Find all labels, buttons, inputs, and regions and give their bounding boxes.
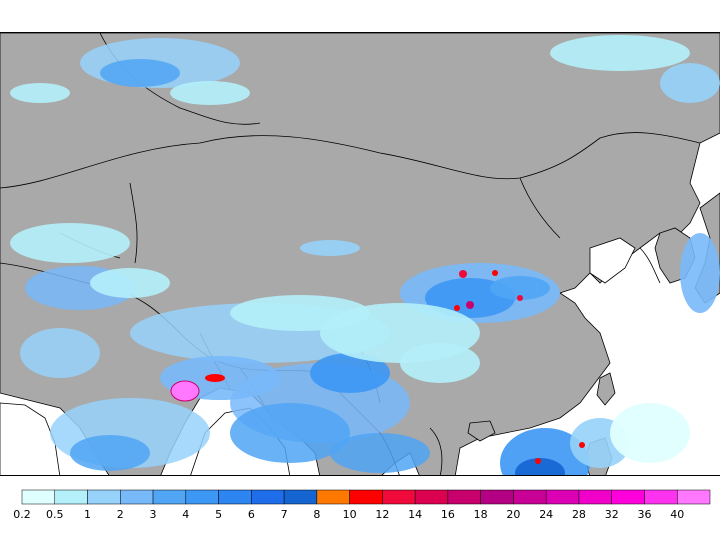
map-canvas (0, 33, 720, 475)
precipitation-map (0, 32, 720, 476)
legend-box-2 (87, 489, 121, 505)
legend-label-1: 0.5 (46, 508, 64, 521)
water-yellow-sea (589, 237, 636, 284)
legend-box-19 (644, 489, 678, 505)
legend-label-18: 32 (605, 508, 619, 521)
legend-label-8: 7 (281, 508, 288, 521)
landmass-hainan (467, 420, 496, 442)
legend-box-18 (611, 489, 645, 505)
legend-box-12 (414, 489, 449, 505)
legend-box-20 (676, 489, 711, 505)
legend-box-15 (513, 489, 547, 505)
legend-color-boxes (21, 489, 711, 505)
legend-label-9: 8 (313, 508, 320, 521)
legend-label-7: 6 (248, 508, 255, 521)
legend-tick-labels: 0.2 0.5 1 2 3 4 5 6 7 8 10 12 14 16 18 20 24 28 32 36 40 (13, 508, 684, 521)
legend-canvas: 0.2 0.5 1 2 3 4 5 6 7 8 10 12 14 16 18 20 24 28 32 36 40 (13, 489, 711, 521)
color-legend: 0.2 0.5 1 2 3 4 5 6 7 8 10 12 14 16 18 20 24 28 32 36 40 (0, 476, 720, 540)
legend-box-8 (283, 489, 318, 505)
legend-label-15: 20 (506, 508, 520, 521)
legend-label-16: 24 (539, 508, 553, 521)
legend-box-16 (545, 489, 580, 505)
landmass-taiwan (596, 372, 616, 406)
legend-box-5 (185, 489, 219, 505)
legend-box-7 (251, 489, 285, 505)
precipitation-overlay (10, 35, 720, 475)
legend-label-14: 18 (474, 508, 488, 521)
legend-label-17: 28 (572, 508, 586, 521)
legend-box-11 (382, 489, 416, 505)
legend-box-3 (120, 489, 154, 505)
legend-label-11: 12 (375, 508, 389, 521)
legend-label-3: 2 (117, 508, 124, 521)
legend-label-2: 1 (84, 508, 91, 521)
legend-label-13: 16 (441, 508, 455, 521)
legend-box-10 (349, 489, 383, 505)
legend-label-5: 4 (182, 508, 189, 521)
legend-label-12: 14 (408, 508, 422, 521)
legend-label-4: 3 (150, 508, 157, 521)
legend-label-0: 0.2 (13, 508, 31, 521)
legend-label-19: 36 (637, 508, 651, 521)
legend-label-6: 5 (215, 508, 222, 521)
legend-box-9 (316, 489, 350, 505)
legend-label-10: 10 (343, 508, 357, 521)
legend-box-4 (152, 489, 187, 505)
legend-box-14 (480, 489, 514, 505)
legend-box-6 (218, 489, 252, 505)
legend-box-1 (54, 489, 88, 505)
legend-box-0 (21, 489, 56, 505)
legend-label-20: 40 (670, 508, 684, 521)
legend-box-13 (447, 489, 481, 505)
legend-box-17 (578, 489, 612, 505)
